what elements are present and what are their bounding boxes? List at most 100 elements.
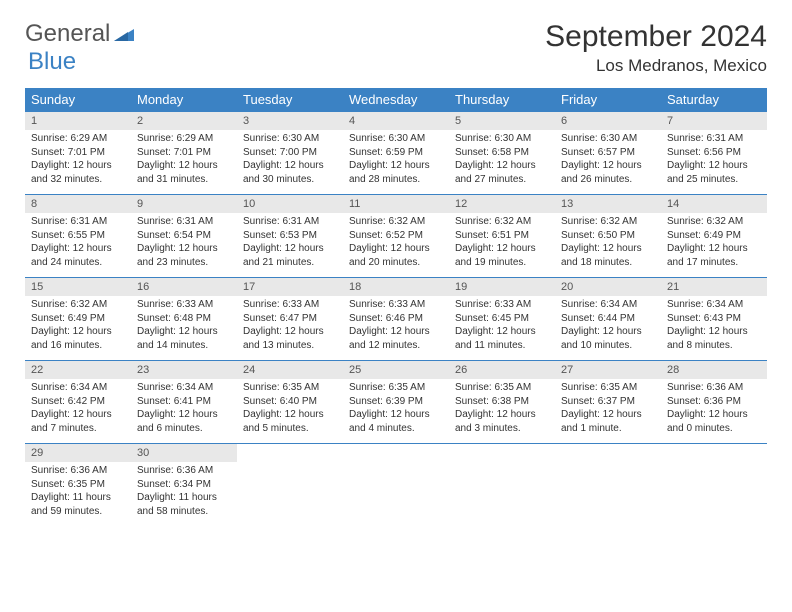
- sunset-text: Sunset: 6:55 PM: [31, 229, 125, 243]
- sunrise-text: Sunrise: 6:31 AM: [31, 215, 125, 229]
- day-content-cell: Sunrise: 6:34 AMSunset: 6:44 PMDaylight:…: [555, 296, 661, 361]
- day-number-cell: 17: [237, 278, 343, 297]
- daylight-text-2: and 28 minutes.: [349, 173, 443, 187]
- daylight-text-2: and 21 minutes.: [243, 256, 337, 270]
- day-content-cell: Sunrise: 6:35 AMSunset: 6:37 PMDaylight:…: [555, 379, 661, 444]
- daylight-text-1: Daylight: 12 hours: [667, 159, 761, 173]
- sunrise-text: Sunrise: 6:33 AM: [455, 298, 549, 312]
- day-content-cell: Sunrise: 6:31 AMSunset: 6:53 PMDaylight:…: [237, 213, 343, 278]
- daylight-text-2: and 3 minutes.: [455, 422, 549, 436]
- day-number-cell: 28: [661, 361, 767, 380]
- sunrise-text: Sunrise: 6:34 AM: [137, 381, 231, 395]
- weekday-header: Monday: [131, 88, 237, 112]
- sunset-text: Sunset: 6:48 PM: [137, 312, 231, 326]
- day-number-cell: [449, 444, 555, 463]
- sunset-text: Sunset: 6:44 PM: [561, 312, 655, 326]
- daylight-text-2: and 4 minutes.: [349, 422, 443, 436]
- daylight-text-2: and 13 minutes.: [243, 339, 337, 353]
- sunset-text: Sunset: 6:49 PM: [31, 312, 125, 326]
- daylight-text-2: and 5 minutes.: [243, 422, 337, 436]
- calendar-table: SundayMondayTuesdayWednesdayThursdayFrid…: [25, 88, 767, 526]
- daylight-text-2: and 31 minutes.: [137, 173, 231, 187]
- sunrise-text: Sunrise: 6:34 AM: [31, 381, 125, 395]
- daylight-text-1: Daylight: 12 hours: [455, 242, 549, 256]
- day-number-cell: 18: [343, 278, 449, 297]
- daylight-text-1: Daylight: 12 hours: [31, 242, 125, 256]
- day-content-cell: Sunrise: 6:33 AMSunset: 6:46 PMDaylight:…: [343, 296, 449, 361]
- day-content-cell: Sunrise: 6:32 AMSunset: 6:49 PMDaylight:…: [661, 213, 767, 278]
- daylight-text-2: and 12 minutes.: [349, 339, 443, 353]
- day-content-cell: Sunrise: 6:30 AMSunset: 6:57 PMDaylight:…: [555, 130, 661, 195]
- sunrise-text: Sunrise: 6:33 AM: [349, 298, 443, 312]
- daylight-text-2: and 26 minutes.: [561, 173, 655, 187]
- day-content-cell: Sunrise: 6:36 AMSunset: 6:34 PMDaylight:…: [131, 462, 237, 526]
- sunset-text: Sunset: 7:01 PM: [31, 146, 125, 160]
- weekday-header-row: SundayMondayTuesdayWednesdayThursdayFrid…: [25, 88, 767, 112]
- sunset-text: Sunset: 6:50 PM: [561, 229, 655, 243]
- day-content-cell: Sunrise: 6:32 AMSunset: 6:52 PMDaylight:…: [343, 213, 449, 278]
- daylight-text-1: Daylight: 12 hours: [243, 159, 337, 173]
- day-content-row: Sunrise: 6:32 AMSunset: 6:49 PMDaylight:…: [25, 296, 767, 361]
- daylight-text-1: Daylight: 12 hours: [243, 242, 337, 256]
- day-content-cell: Sunrise: 6:30 AMSunset: 7:00 PMDaylight:…: [237, 130, 343, 195]
- daylight-text-1: Daylight: 12 hours: [243, 408, 337, 422]
- sunrise-text: Sunrise: 6:34 AM: [561, 298, 655, 312]
- logo-line2: Blue: [28, 48, 76, 76]
- day-content-cell: Sunrise: 6:31 AMSunset: 6:54 PMDaylight:…: [131, 213, 237, 278]
- daylight-text-2: and 30 minutes.: [243, 173, 337, 187]
- sunrise-text: Sunrise: 6:30 AM: [349, 132, 443, 146]
- sunset-text: Sunset: 6:40 PM: [243, 395, 337, 409]
- daylight-text-2: and 11 minutes.: [455, 339, 549, 353]
- day-number-row: 2930: [25, 444, 767, 463]
- day-content-cell: Sunrise: 6:30 AMSunset: 6:58 PMDaylight:…: [449, 130, 555, 195]
- day-number-row: 891011121314: [25, 195, 767, 214]
- sunrise-text: Sunrise: 6:29 AM: [137, 132, 231, 146]
- day-number-cell: 12: [449, 195, 555, 214]
- sunset-text: Sunset: 6:49 PM: [667, 229, 761, 243]
- day-number-cell: 19: [449, 278, 555, 297]
- sunset-text: Sunset: 6:45 PM: [455, 312, 549, 326]
- sunrise-text: Sunrise: 6:30 AM: [243, 132, 337, 146]
- logo-text-blue: Blue: [28, 48, 76, 76]
- daylight-text-1: Daylight: 12 hours: [137, 242, 231, 256]
- daylight-text-2: and 1 minute.: [561, 422, 655, 436]
- day-content-cell: Sunrise: 6:36 AMSunset: 6:35 PMDaylight:…: [25, 462, 131, 526]
- weekday-header: Wednesday: [343, 88, 449, 112]
- day-number-cell: [555, 444, 661, 463]
- day-number-cell: 22: [25, 361, 131, 380]
- daylight-text-1: Daylight: 12 hours: [31, 159, 125, 173]
- day-number-row: 22232425262728: [25, 361, 767, 380]
- sunset-text: Sunset: 6:53 PM: [243, 229, 337, 243]
- day-content-cell: Sunrise: 6:33 AMSunset: 6:48 PMDaylight:…: [131, 296, 237, 361]
- day-content-cell: Sunrise: 6:36 AMSunset: 6:36 PMDaylight:…: [661, 379, 767, 444]
- daylight-text-2: and 14 minutes.: [137, 339, 231, 353]
- day-number-cell: 7: [661, 112, 767, 131]
- day-number-cell: 5: [449, 112, 555, 131]
- day-number-cell: 4: [343, 112, 449, 131]
- sunrise-text: Sunrise: 6:32 AM: [667, 215, 761, 229]
- sunrise-text: Sunrise: 6:32 AM: [455, 215, 549, 229]
- daylight-text-2: and 17 minutes.: [667, 256, 761, 270]
- day-content-row: Sunrise: 6:36 AMSunset: 6:35 PMDaylight:…: [25, 462, 767, 526]
- logo-text-general: General: [25, 20, 110, 48]
- day-number-cell: 21: [661, 278, 767, 297]
- daylight-text-2: and 25 minutes.: [667, 173, 761, 187]
- sunset-text: Sunset: 6:37 PM: [561, 395, 655, 409]
- day-number-cell: [343, 444, 449, 463]
- sunrise-text: Sunrise: 6:31 AM: [243, 215, 337, 229]
- sunrise-text: Sunrise: 6:34 AM: [667, 298, 761, 312]
- daylight-text-1: Daylight: 12 hours: [31, 408, 125, 422]
- day-content-cell: [555, 462, 661, 526]
- daylight-text-2: and 7 minutes.: [31, 422, 125, 436]
- day-content-cell: Sunrise: 6:34 AMSunset: 6:43 PMDaylight:…: [661, 296, 767, 361]
- sunset-text: Sunset: 6:59 PM: [349, 146, 443, 160]
- sunset-text: Sunset: 6:56 PM: [667, 146, 761, 160]
- daylight-text-2: and 19 minutes.: [455, 256, 549, 270]
- day-number-cell: 14: [661, 195, 767, 214]
- day-content-cell: Sunrise: 6:29 AMSunset: 7:01 PMDaylight:…: [131, 130, 237, 195]
- day-number-row: 1234567: [25, 112, 767, 131]
- day-number-cell: [237, 444, 343, 463]
- day-number-cell: 16: [131, 278, 237, 297]
- sunset-text: Sunset: 6:39 PM: [349, 395, 443, 409]
- day-content-cell: Sunrise: 6:29 AMSunset: 7:01 PMDaylight:…: [25, 130, 131, 195]
